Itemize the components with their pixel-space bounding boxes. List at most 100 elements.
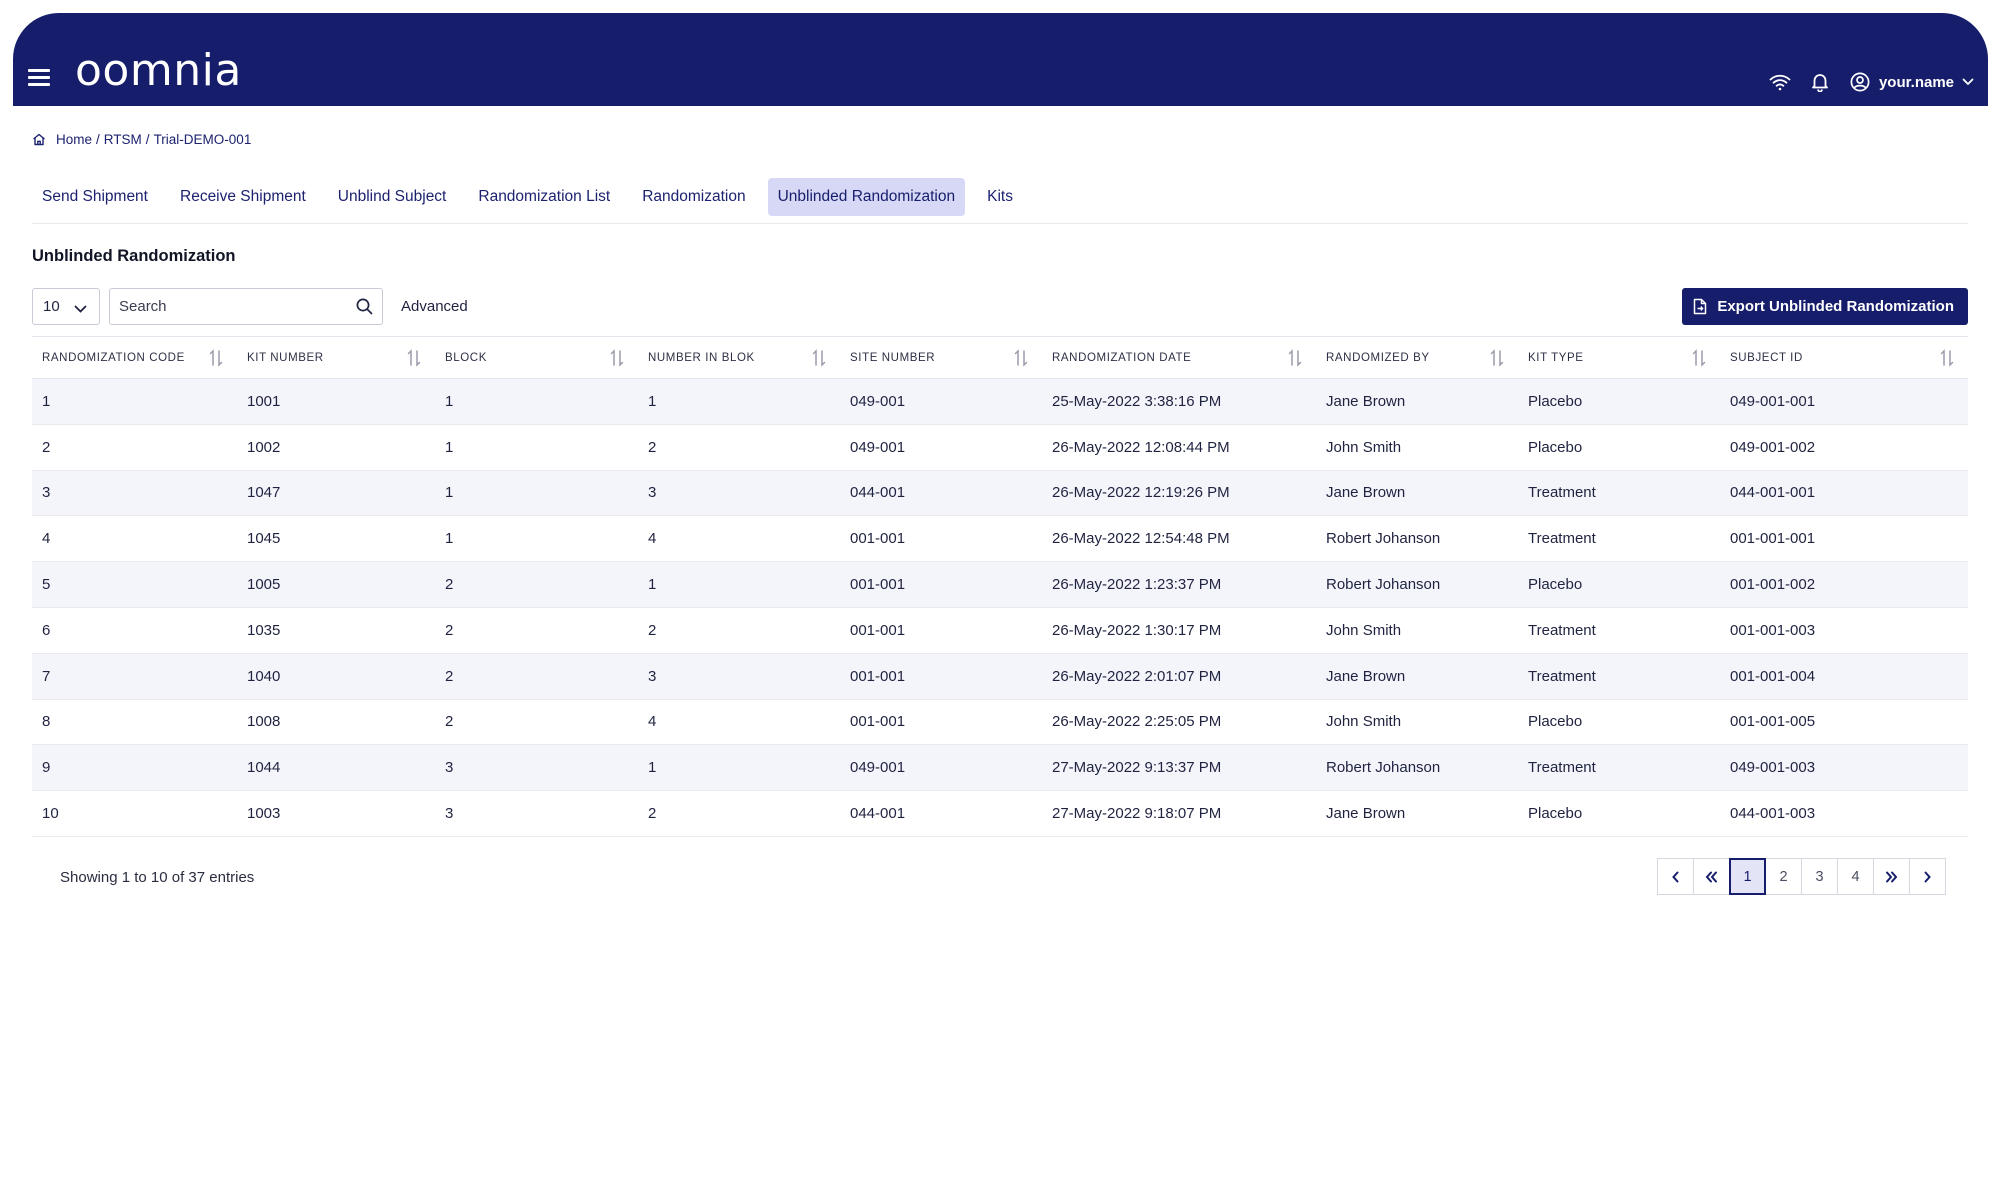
sort-icon[interactable]: [1014, 349, 1028, 370]
sort-icon[interactable]: [407, 349, 421, 370]
table-cell: 1044: [237, 744, 435, 792]
table-cell: 1045: [237, 515, 435, 563]
column-header-label: Site Number: [850, 351, 936, 364]
pagination: 1 2 3 4: [1657, 858, 1946, 895]
breadcrumb-home[interactable]: Home: [56, 132, 93, 147]
page-button-3[interactable]: 3: [1801, 858, 1838, 895]
next-page-button[interactable]: [1909, 858, 1946, 895]
table-cell: 2: [435, 561, 638, 608]
home-icon[interactable]: [32, 133, 46, 146]
table-cell: 26-May-2022 1:23:37 PM: [1042, 561, 1316, 608]
table-row[interactable]: 5 1005 2 1 001-001 26-May-2022 1:23:37 PM Robe…: [32, 561, 1968, 608]
table-cell: 2: [435, 699, 638, 746]
table-cell: Placebo: [1518, 790, 1720, 837]
table-cell: 3: [638, 470, 840, 517]
export-unblinded-randomization-button[interactable]: Export Unblinded Randomization: [1682, 288, 1968, 325]
column-header[interactable]: Randomization Code: [32, 336, 237, 379]
table-cell: 27-May-2022 9:18:07 PM: [1042, 790, 1316, 837]
menu-icon[interactable]: [28, 69, 50, 86]
sort-icon[interactable]: [610, 349, 624, 370]
breadcrumb-trial[interactable]: Trial-DEMO-001: [153, 132, 252, 147]
tab-randomization-list[interactable]: Randomization List: [478, 188, 611, 205]
column-header[interactable]: Block: [435, 336, 638, 379]
user-name[interactable]: your.name: [1878, 73, 1954, 91]
page-button-2[interactable]: 2: [1765, 858, 1802, 895]
table-cell: 2: [638, 424, 840, 471]
page-button-4[interactable]: 4: [1837, 858, 1874, 895]
table-cell: 1005: [237, 561, 435, 608]
table-row[interactable]: 9 1044 3 1 049-001 27-May-2022 9:13:37 PM Robe…: [32, 744, 1968, 792]
table-row[interactable]: 8 1008 2 4 001-001 26-May-2022 2:25:05 PM John…: [32, 699, 1968, 746]
page-size-select[interactable]: 10: [32, 288, 100, 325]
table-cell: Jane Brown: [1316, 470, 1518, 517]
user-circle-icon[interactable]: [1847, 69, 1873, 95]
table-row[interactable]: 7 1040 2 3 001-001 26-May-2022 2:01:07 PM Jane…: [32, 653, 1968, 700]
column-header[interactable]: Site Number: [840, 336, 1042, 379]
table-cell: 1: [638, 378, 840, 425]
column-header[interactable]: Randomization Date: [1042, 336, 1316, 379]
table-cell: Treatment: [1518, 470, 1720, 517]
sort-icon[interactable]: [1288, 349, 1302, 370]
table-cell: Robert Johanson: [1316, 515, 1518, 563]
column-header[interactable]: Kit Type: [1518, 336, 1720, 379]
table-cell: Treatment: [1518, 744, 1720, 792]
table-row[interactable]: 10 1003 3 2 044-001 27-May-2022 9:18:07 PM Jan…: [32, 790, 1968, 837]
tab-randomization[interactable]: Randomization: [642, 188, 746, 205]
table-row[interactable]: 1 1001 1 1 049-001 25-May-2022 3:38:16 PM Jane…: [32, 378, 1968, 425]
sort-icon[interactable]: [1940, 349, 1954, 370]
table-cell: 001-001: [840, 699, 1042, 746]
search-input[interactable]: [110, 289, 340, 324]
table-cell: Placebo: [1518, 561, 1720, 608]
table-cell: Jane Brown: [1316, 653, 1518, 700]
bell-icon[interactable]: [1807, 69, 1833, 95]
tab-unblind-subject[interactable]: Unblind Subject: [337, 188, 447, 205]
chevron-down-icon: [74, 301, 87, 318]
tab-receive-shipment[interactable]: Receive Shipment: [180, 188, 306, 205]
table-cell: 049-001-002: [1720, 424, 1968, 471]
table-cell: 044-001-003: [1720, 790, 1968, 837]
first-page-button[interactable]: [1693, 858, 1730, 895]
previous-page-button[interactable]: [1657, 858, 1694, 895]
table-cell: 001-001-003: [1720, 607, 1968, 654]
table-cell: 4: [638, 699, 840, 746]
sort-icon[interactable]: [209, 349, 223, 370]
column-header-label: Kit Number: [247, 351, 324, 364]
table-row[interactable]: 3 1047 1 3 044-001 26-May-2022 12:19:26 PM Jan…: [32, 470, 1968, 517]
column-header[interactable]: Number in Blok: [638, 336, 840, 379]
tab-unblinded-randomization[interactable]: Unblinded Randomization: [767, 178, 966, 216]
table-cell: 1: [435, 424, 638, 471]
page-button-1[interactable]: 1: [1729, 858, 1766, 895]
last-page-button[interactable]: [1873, 858, 1910, 895]
table-row[interactable]: 6 1035 2 2 001-001 26-May-2022 1:30:17 PM John…: [32, 607, 1968, 654]
table-cell: 2: [638, 607, 840, 654]
table-cell: Robert Johanson: [1316, 561, 1518, 608]
table-cell: 27-May-2022 9:13:37 PM: [1042, 744, 1316, 792]
table-cell: 26-May-2022 2:25:05 PM: [1042, 699, 1316, 746]
column-header[interactable]: Kit Number: [237, 336, 435, 379]
breadcrumb-rtsm[interactable]: RTSM: [103, 132, 142, 147]
tab-kits[interactable]: Kits: [987, 188, 1013, 205]
chevron-down-icon[interactable]: [1962, 73, 1974, 91]
table-cell: 1: [435, 515, 638, 563]
column-header-label: Randomization Code: [42, 351, 185, 364]
column-header-label: Randomized By: [1326, 351, 1430, 364]
sort-icon[interactable]: [1490, 349, 1504, 370]
search-icon[interactable]: [356, 298, 373, 320]
table-cell: 3: [638, 653, 840, 700]
sort-icon[interactable]: [812, 349, 826, 370]
wifi-icon[interactable]: [1767, 69, 1793, 95]
app-logo[interactable]: oomnia: [75, 45, 242, 96]
table-cell: 26-May-2022 12:08:44 PM: [1042, 424, 1316, 471]
table-row[interactable]: 2 1002 1 2 049-001 26-May-2022 12:08:44 PM Joh…: [32, 424, 1968, 471]
advanced-search-link[interactable]: Advanced: [401, 298, 468, 315]
table-cell: Jane Brown: [1316, 790, 1518, 837]
tab-send-shipment[interactable]: Send Shipment: [42, 188, 148, 205]
column-header[interactable]: Subject ID: [1720, 336, 1968, 379]
table-row[interactable]: 4 1045 1 4 001-001 26-May-2022 12:54:48 PM Rob…: [32, 515, 1968, 563]
chevron-left-icon: [1672, 871, 1679, 882]
table-body: 1 1001 1 1 049-001 25-May-2022 3:38:16 PM Jane…: [32, 378, 1968, 837]
unblinded-randomization-table: Randomization Code Kit Number Block Number …: [32, 336, 1968, 837]
sort-icon[interactable]: [1692, 349, 1706, 370]
table-cell: 1002: [237, 424, 435, 471]
column-header[interactable]: Randomized By: [1316, 336, 1518, 379]
